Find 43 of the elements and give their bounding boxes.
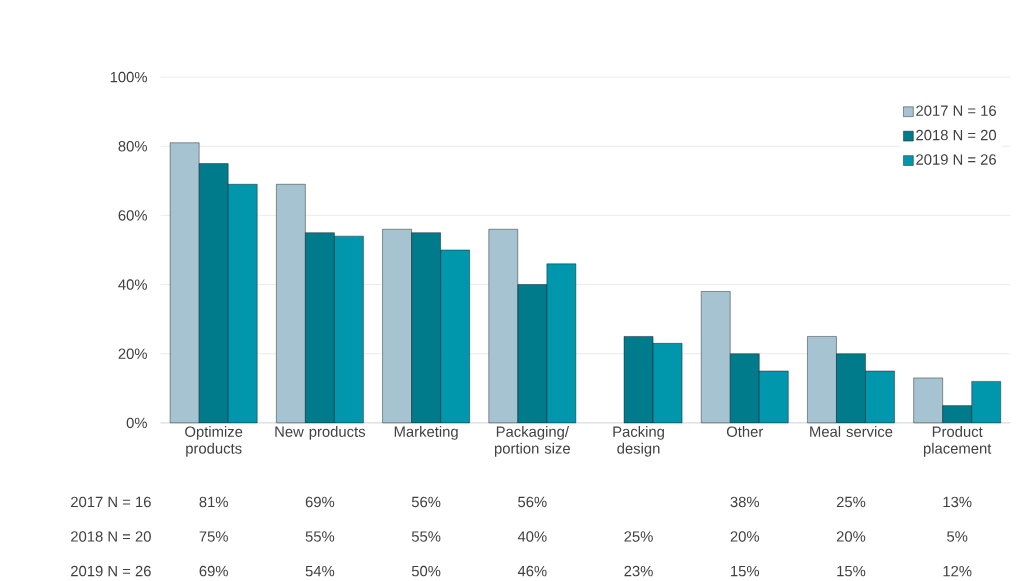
data-label: 81% — [199, 496, 228, 508]
data-label: 15% — [731, 565, 760, 577]
x-tick-label: Optimize products — [185, 425, 243, 457]
data-label: 56% — [411, 496, 441, 508]
y-tick-label: 40% — [118, 279, 147, 290]
data-label: 55% — [305, 531, 335, 542]
x-tick-label: Packaging/ portion size — [494, 425, 570, 457]
text: 2019 N = 26 — [71, 565, 151, 577]
data-label: 75% — [199, 531, 228, 542]
y-tick-label: 60% — [118, 210, 147, 221]
data-label: 50% — [411, 565, 441, 577]
data-label: 46% — [517, 565, 547, 577]
data-label: 25% — [624, 531, 653, 542]
y-tick-label: 0% — [126, 417, 147, 428]
x-tick-label: Packing design — [613, 425, 664, 457]
x-tick-label: Meal service — [810, 425, 893, 437]
data-label: 13% — [943, 496, 972, 508]
data-label: 5% — [947, 531, 968, 542]
data-label: 15% — [837, 565, 866, 577]
data-label: 54% — [305, 565, 335, 577]
data-label: 56% — [518, 496, 547, 508]
data-label: 38% — [730, 496, 760, 508]
y-tick-label: 80% — [118, 140, 147, 152]
y-tick-label: 20% — [118, 348, 147, 359]
text: 2017 N = 16 — [71, 496, 151, 508]
data-label: 23% — [624, 565, 653, 577]
x-tick-label: Marketing — [394, 425, 458, 440]
legend-label: 2019 N = 26 — [916, 154, 996, 165]
data-label: 20% — [730, 531, 760, 542]
data-label: 40% — [517, 531, 547, 542]
text: 2018 N = 20 — [71, 531, 151, 542]
data-label: 25% — [836, 496, 866, 508]
data-label: 20% — [836, 531, 866, 542]
x-tick-label: Other — [726, 425, 764, 437]
data-label: 69% — [305, 496, 335, 508]
legend-label: 2017 N = 16 — [916, 105, 996, 116]
data-label: 69% — [199, 565, 228, 577]
x-tick-label: New products — [275, 425, 366, 440]
legend-label: 2018 N = 20 — [916, 129, 997, 141]
data-label: 12% — [943, 565, 972, 577]
y-tick-label: 100% — [110, 71, 147, 83]
x-tick-label: Product placement — [923, 425, 992, 457]
data-label: 55% — [411, 531, 441, 542]
